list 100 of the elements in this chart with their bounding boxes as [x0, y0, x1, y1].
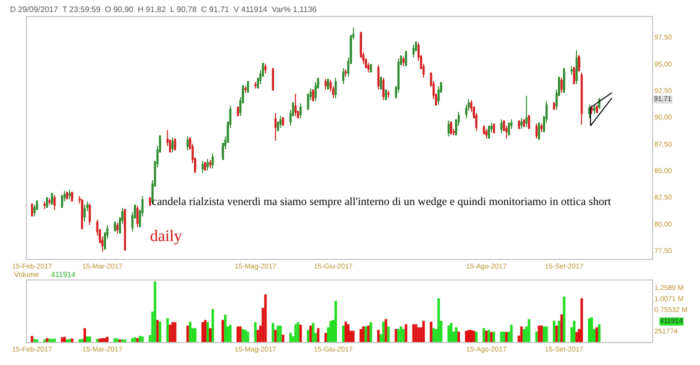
bar — [294, 324, 297, 342]
bar — [370, 322, 372, 342]
bar — [312, 322, 314, 342]
bar — [168, 324, 172, 342]
bar — [342, 326, 345, 342]
bar — [560, 314, 563, 342]
bar — [492, 332, 496, 342]
bar — [535, 332, 538, 342]
bar — [394, 329, 398, 342]
bar — [482, 328, 486, 342]
bar — [542, 326, 546, 342]
bar — [447, 326, 450, 342]
bar — [558, 320, 560, 342]
bar — [171, 322, 174, 342]
bar — [276, 326, 280, 342]
bar — [364, 326, 368, 342]
bar — [80, 338, 84, 342]
bar — [545, 326, 548, 342]
bar — [485, 330, 488, 342]
bar — [83, 328, 86, 342]
bar — [347, 324, 350, 342]
bar — [66, 339, 68, 342]
bar — [124, 339, 126, 342]
bar — [552, 320, 556, 342]
bar — [134, 337, 136, 342]
bar — [572, 320, 576, 342]
bar — [50, 338, 54, 342]
bar — [201, 322, 204, 342]
bar — [211, 309, 214, 342]
bar — [224, 314, 227, 342]
bar — [575, 332, 578, 342]
bar — [555, 326, 558, 342]
bar — [437, 298, 440, 342]
bar — [384, 319, 388, 342]
bar — [106, 336, 109, 342]
bar — [502, 332, 506, 342]
bar — [590, 317, 594, 342]
bar — [141, 336, 144, 342]
bar — [538, 326, 540, 342]
bar — [457, 332, 460, 342]
bar — [432, 328, 435, 342]
line-series — [590, 92, 612, 126]
bar — [382, 322, 385, 342]
bar — [329, 320, 332, 342]
bar — [68, 338, 71, 342]
bar — [296, 322, 300, 342]
bar — [430, 322, 432, 342]
bar — [490, 332, 493, 342]
bar — [30, 336, 34, 342]
annotation: candela rialzista venerdi ma siamo sempre all'interno di un wedge e quindi monitoriamo in ottica short — [152, 196, 612, 208]
bar — [78, 339, 81, 342]
bar — [377, 330, 380, 342]
bar — [116, 338, 119, 342]
bar — [186, 326, 189, 342]
bar — [580, 298, 583, 342]
bar — [208, 328, 212, 342]
bar — [131, 338, 134, 342]
bar — [229, 324, 232, 342]
bar — [86, 336, 88, 342]
bar — [528, 319, 530, 342]
bar — [299, 324, 302, 342]
bar — [450, 322, 452, 342]
bar — [289, 332, 292, 342]
bar — [264, 294, 267, 342]
bar — [174, 322, 176, 342]
bar — [194, 328, 196, 342]
bar — [118, 339, 122, 342]
bar — [33, 338, 36, 342]
bar — [362, 326, 365, 342]
bar — [397, 329, 400, 342]
bar — [246, 332, 250, 342]
bar — [422, 320, 425, 342]
bar — [352, 330, 355, 342]
bar — [588, 318, 590, 342]
bar — [98, 338, 102, 342]
bar — [53, 338, 56, 342]
bar — [48, 338, 51, 342]
bar — [454, 327, 458, 342]
bar — [166, 318, 169, 342]
bar — [36, 339, 38, 342]
bar — [154, 281, 156, 342]
bar — [488, 330, 490, 342]
bar — [520, 326, 523, 342]
bar — [138, 336, 142, 342]
bar — [256, 330, 260, 342]
bar — [472, 330, 476, 342]
bar — [121, 339, 124, 342]
bar — [475, 332, 478, 342]
bar — [540, 326, 543, 342]
bar — [156, 320, 159, 342]
bar — [236, 326, 240, 342]
bar — [306, 330, 310, 342]
bar — [222, 320, 224, 342]
bar — [324, 332, 327, 342]
bar — [360, 329, 362, 342]
bar — [387, 326, 390, 342]
bar — [522, 329, 526, 342]
bar — [46, 338, 48, 342]
bar — [272, 322, 274, 342]
bar — [316, 328, 320, 342]
